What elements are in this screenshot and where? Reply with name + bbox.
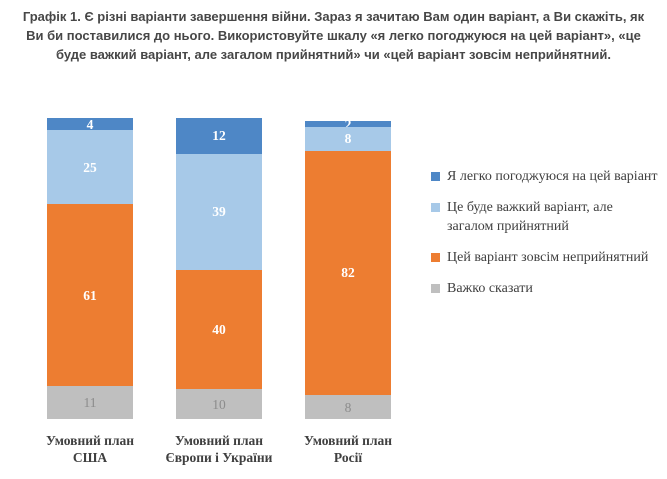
legend-label: Цей варіант зовсім неприйнятний (447, 250, 649, 265)
segment-value-label: 4 (86, 116, 94, 132)
legend-item: Я легко погоджуюся на цей варіант (431, 167, 661, 186)
category-label-text: Умовний план США (45, 433, 135, 465)
bar-segment: 40 (176, 270, 262, 390)
legend-swatch-icon (431, 172, 440, 181)
legend-label: Я легко погоджуюся на цей варіант (447, 169, 658, 184)
legend-item: Це буде важкий варіант, але загалом прий… (431, 198, 661, 236)
category-axis-labels: Умовний план США Умовний план Європи і Ук… (46, 432, 392, 466)
segment-value-label: 8 (344, 399, 352, 415)
bar-column: 4 25 61 11 (47, 116, 133, 419)
category-label: Умовний план Росії (304, 432, 392, 466)
chart-legend: Я легко погоджуюся на цей варіант Це буде… (431, 167, 661, 310)
legend-item: Важко сказати (431, 279, 661, 298)
bar-segment: 8 (305, 395, 391, 419)
category-label-text: Умовний план Росії (303, 433, 393, 465)
bar-segment: 2 (305, 117, 391, 131)
bar-segment: 4 (47, 116, 133, 132)
segment-value-label: 10 (212, 396, 226, 412)
bar-column: 2 8 82 8 (305, 117, 391, 419)
segment-value-label: 8 (344, 131, 352, 147)
segment-value-label: 2 (344, 116, 352, 132)
bar-segment: 39 (176, 153, 262, 271)
segment-value-label: 82 (341, 265, 355, 281)
bar-segment: 12 (176, 118, 262, 154)
bar-segment: 25 (47, 129, 133, 205)
segment-value-label: 61 (83, 287, 97, 303)
legend-label: Важко сказати (447, 281, 533, 296)
segment-value-label: 25 (83, 159, 97, 175)
legend-label: Це буде важкий варіант, але загалом прий… (447, 200, 613, 234)
bar-segment: 10 (176, 389, 262, 419)
bar-segment: 82 (305, 150, 391, 396)
bar-segment: 61 (47, 204, 133, 387)
segment-value-label: 11 (83, 395, 97, 411)
bar-segment: 8 (305, 126, 391, 151)
segment-value-label: 12 (212, 128, 226, 144)
bar-segment: 11 (47, 386, 133, 419)
category-label-text: Умовний план Європи і України (165, 433, 273, 465)
segment-value-label: 39 (212, 204, 226, 220)
category-label: Умовний план США (46, 432, 134, 466)
legend-item: Цей варіант зовсім неприйнятний (431, 248, 661, 267)
legend-swatch-icon (431, 203, 440, 212)
category-label: Умовний план Європи і України (166, 432, 273, 466)
legend-swatch-icon (431, 284, 440, 293)
bar-column: 12 39 40 10 (176, 118, 262, 419)
legend-swatch-icon (431, 253, 440, 262)
segment-value-label: 40 (212, 322, 226, 338)
stacked-bar-plot: 4 25 61 11 12 39 40 10 2 8 82 8 (47, 116, 391, 419)
chart-title: Графік 1. Є різні варіанти завершення ві… (22, 9, 645, 62)
